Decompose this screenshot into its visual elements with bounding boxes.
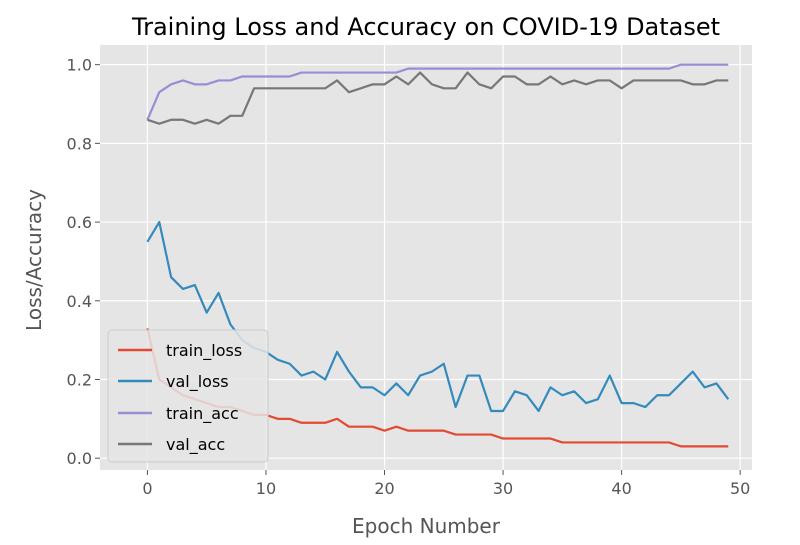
legend-label-train-acc: train_acc (166, 404, 239, 424)
legend-box (107, 329, 269, 463)
y-tick-label: 0.8 (67, 134, 92, 153)
legend-item-val-acc: val_acc (118, 435, 225, 455)
x-tick-label: 40 (611, 479, 631, 498)
x-tick-label: 0 (142, 479, 152, 498)
x-tick-label: 20 (374, 479, 394, 498)
y-tick-label: 0.4 (67, 292, 92, 311)
legend-label-val-acc: val_acc (166, 435, 225, 455)
series-line-train-acc (146, 63, 729, 121)
legend-label-train-loss: train_loss (166, 341, 242, 361)
legend: train_loss val_loss train_acc val_acc (107, 329, 269, 463)
x-tick-label: 10 (256, 479, 276, 498)
legend-label-val-loss: val_loss (166, 372, 229, 392)
y-tick-label: 0.6 (67, 213, 92, 232)
chart-title: Training Loss and Accuracy on COVID-19 D… (131, 13, 720, 41)
axis-ticks: 0 10 20 30 40 50 0.0 0.2 0.4 0.6 0.8 1.0 (67, 56, 751, 498)
x-axis-label: Epoch Number (352, 514, 501, 538)
y-tick-label: 0.0 (67, 449, 92, 468)
legend-item-val-loss: val_loss (118, 372, 229, 392)
x-tick-label: 30 (493, 479, 513, 498)
series-line-val-acc (147, 71, 729, 125)
y-axis-label: Loss/Accuracy (22, 189, 46, 331)
legend-item-train-acc: train_acc (118, 404, 239, 424)
y-tick-label: 1.0 (67, 56, 92, 75)
x-tick-label: 50 (730, 479, 750, 498)
y-tick-label: 0.2 (67, 370, 92, 389)
legend-item-train-loss: train_loss (118, 341, 242, 361)
